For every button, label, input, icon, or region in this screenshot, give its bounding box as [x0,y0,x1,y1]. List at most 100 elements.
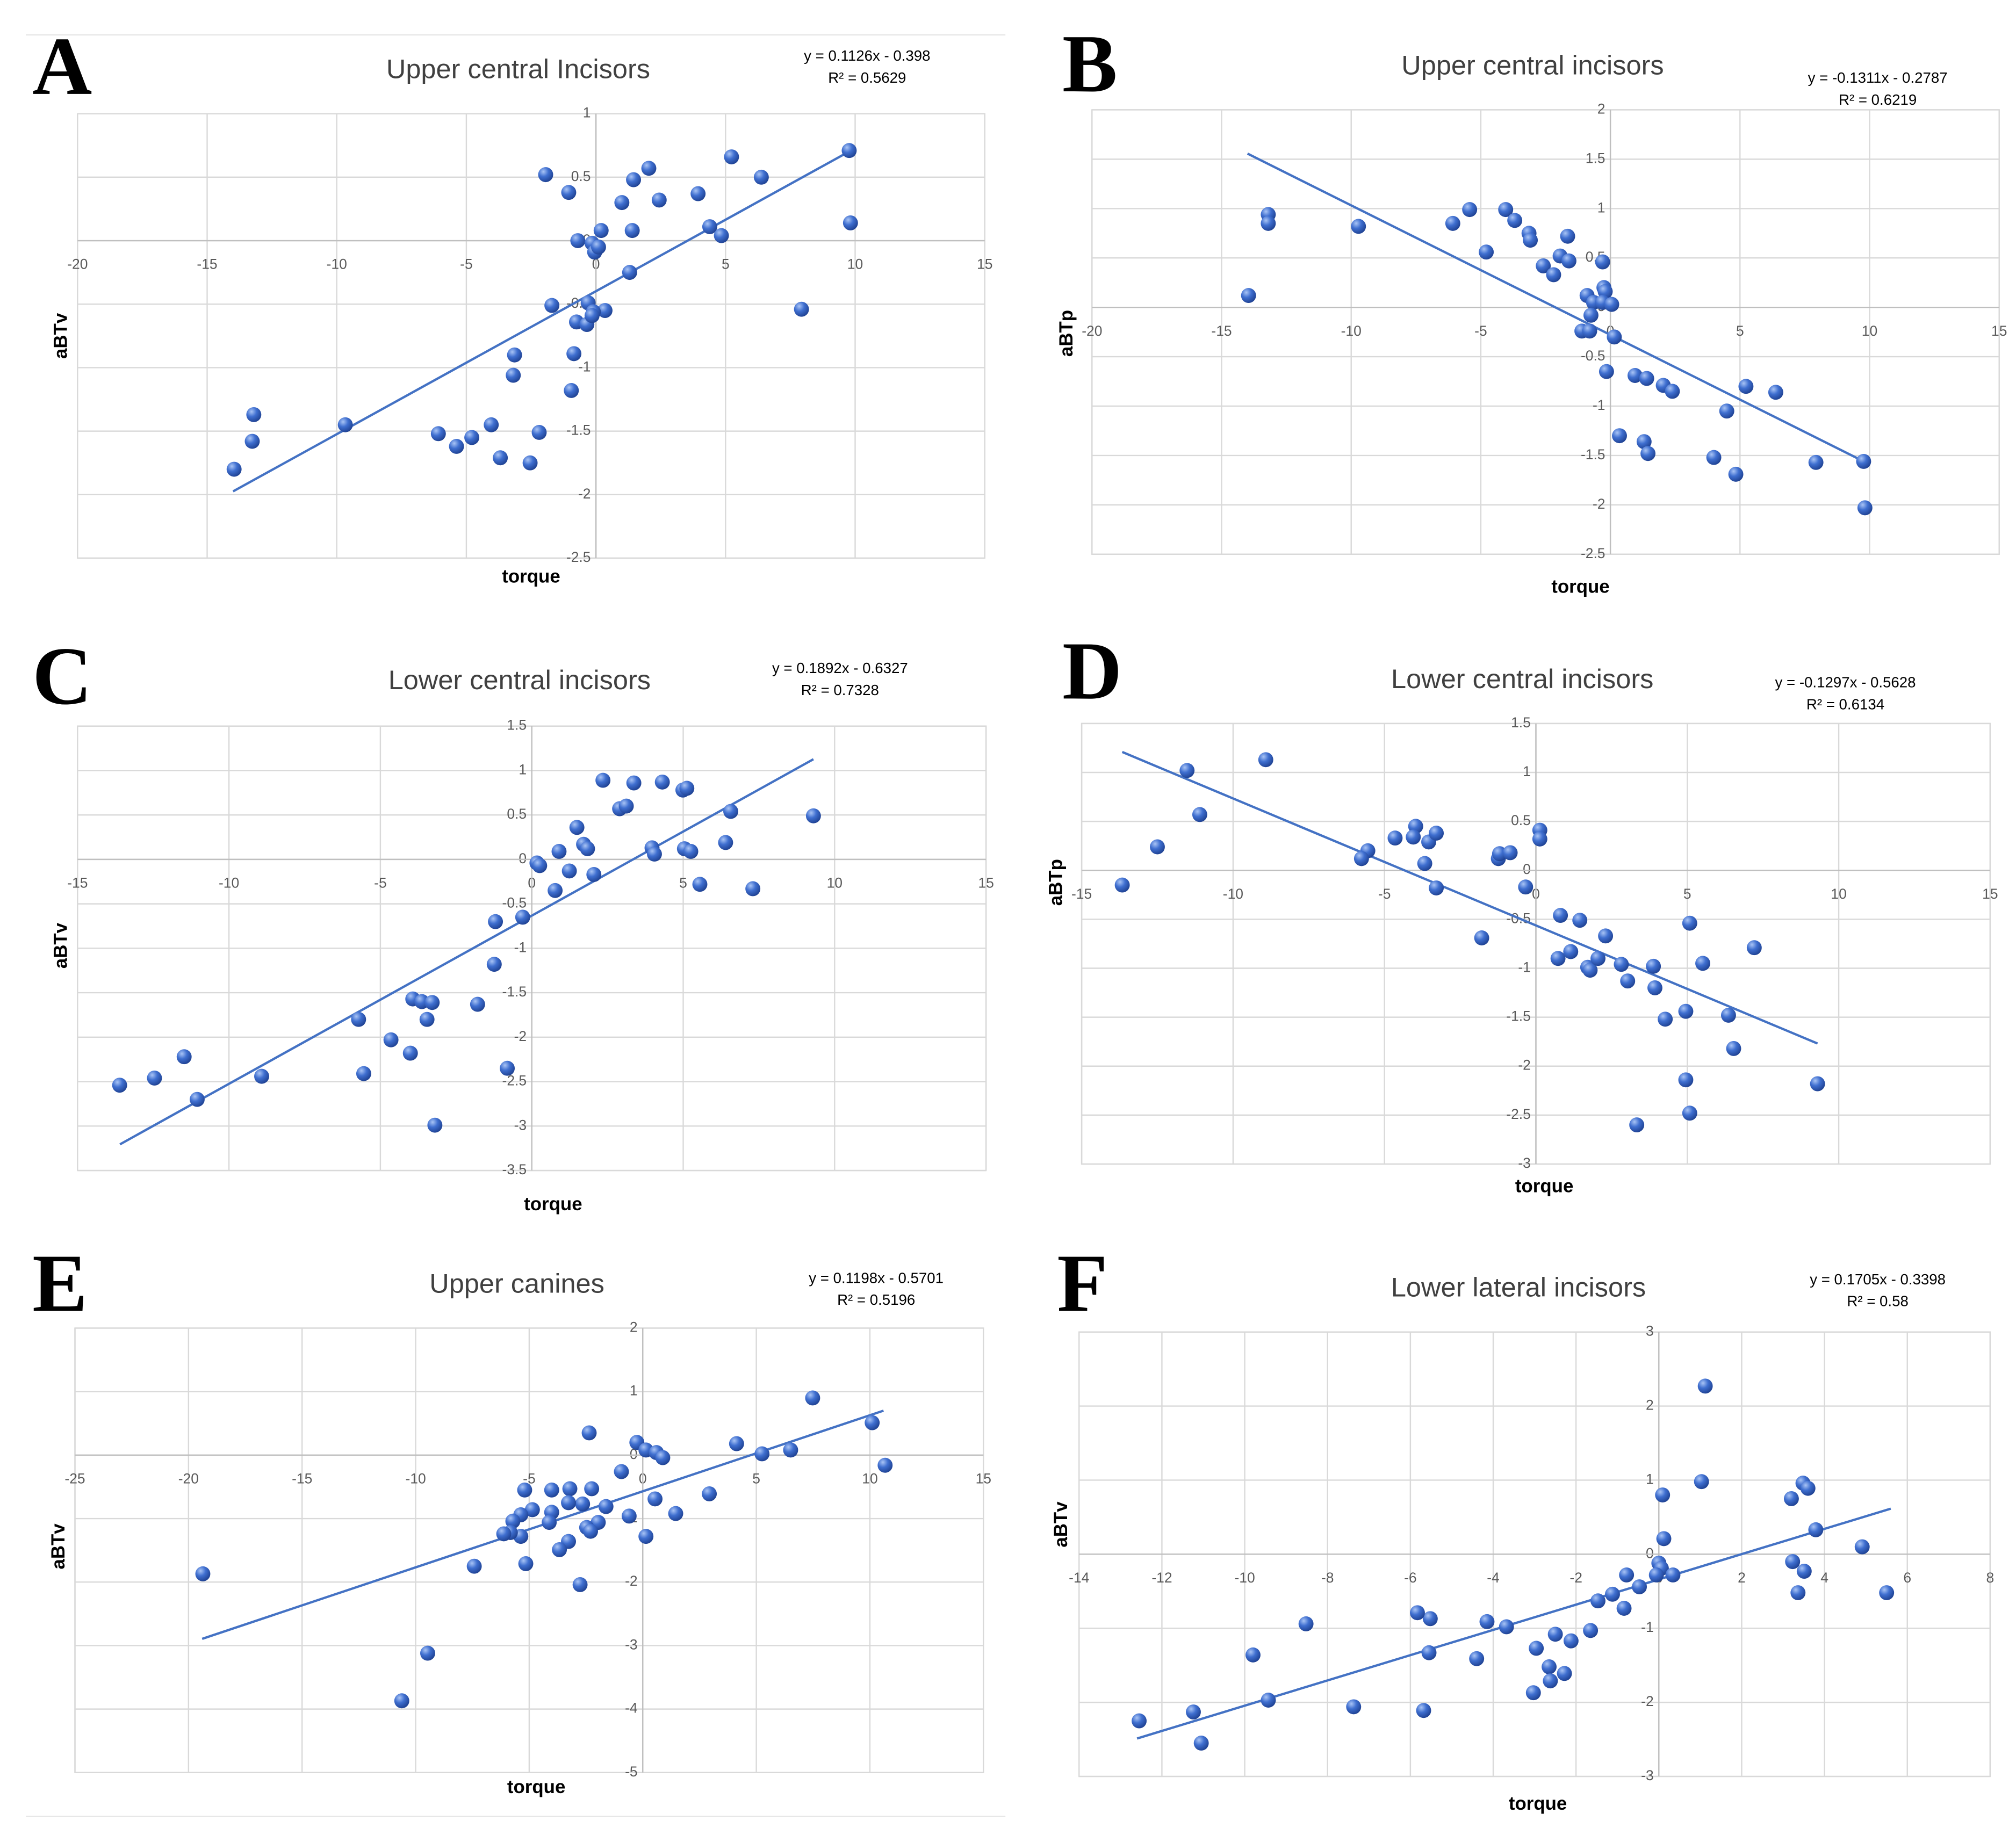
point [1553,908,1568,923]
point [1179,763,1195,778]
point [654,774,670,790]
point [1192,807,1207,822]
point [356,1066,371,1081]
point [254,1068,269,1084]
point [518,1556,534,1571]
x-tick-label: 15 [976,1471,991,1487]
point [427,1117,443,1133]
point [1590,1593,1605,1609]
point [524,1502,540,1518]
y-tick-label: -1.5 [566,422,591,438]
point [1507,213,1523,228]
point [176,1049,192,1065]
point [1417,856,1432,871]
y-tick-label: 2 [630,1319,638,1335]
y-tick-label: 1 [630,1383,638,1399]
point [1572,913,1588,928]
point [805,1390,820,1406]
point [1582,323,1597,339]
point [1387,830,1403,846]
point [1768,385,1783,400]
x-tick-label: -10 [327,256,347,272]
point [1629,1117,1645,1133]
point [1557,1666,1572,1681]
point [626,172,642,187]
x-tick-label: -10 [1234,1570,1255,1586]
trendline [232,147,856,493]
point [1410,1605,1425,1621]
point [1563,944,1579,959]
x-axis-label: torque [1551,576,1609,597]
x-tick-label: -8 [1321,1570,1334,1586]
equation: y = 0.1126x - 0.398 [804,47,930,64]
point [1550,951,1566,966]
y-tick-label: 0.5 [571,168,591,184]
point [1632,1579,1647,1594]
y-tick-label: -1.5 [1581,446,1605,463]
point [614,195,630,211]
point [1796,1564,1812,1579]
x-tick-label: -20 [1082,323,1102,339]
x-tick-label: 5 [1736,323,1744,339]
point [1604,297,1619,312]
y-tick-label: -1 [1641,1619,1654,1635]
r-squared: R² = 0.5629 [828,69,906,86]
point [1598,928,1614,944]
point [1502,845,1518,861]
x-tick-label: 5 [722,256,730,272]
point [1479,244,1494,260]
panel-letter: C [32,631,92,722]
point [1421,1645,1437,1660]
x-tick-label: -15 [197,256,217,272]
point [1582,963,1598,978]
point [532,858,548,873]
point [621,1508,637,1524]
point [394,1693,409,1709]
point [1694,1474,1709,1490]
y-axis-label: aBTv [51,313,71,359]
x-axis-label: torque [524,1194,582,1215]
x-tick-label: 5 [679,875,687,891]
x-tick-label: 15 [1991,323,2007,339]
point [500,1060,515,1076]
chart-panel: -15-10-5051015-3.5-3-2.5-2-1.5-1-0.500.5… [32,631,994,1215]
point [1258,752,1273,768]
point [1546,267,1561,283]
x-tick-label: -5 [1474,323,1487,339]
point [591,239,606,255]
x-tick-label: 10 [1862,323,1877,339]
point [189,1092,205,1107]
point [865,1415,880,1430]
x-tick-label: -15 [292,1471,312,1487]
point [551,844,567,859]
point [244,433,260,449]
x-tick-label: -10 [405,1471,426,1487]
x-tick-label: -6 [1404,1570,1417,1586]
point [647,1491,663,1507]
point [581,1425,597,1441]
r-squared: R² = 0.58 [1847,1293,1908,1310]
point [580,841,595,856]
point [226,461,242,477]
point [1241,288,1256,304]
point [1583,307,1599,323]
point [1738,379,1754,394]
x-tick-label: 5 [752,1471,760,1487]
y-tick-label: -2 [578,486,591,502]
point [718,835,733,850]
point [583,1523,598,1539]
point [383,1032,399,1047]
point [1563,1633,1579,1649]
point [1543,1673,1558,1689]
point [566,346,582,362]
point [1469,1651,1485,1666]
y-tick-label: -2 [1641,1693,1654,1709]
equation: y = -0.1297x - 0.5628 [1775,674,1916,691]
point [745,881,761,897]
point [561,185,577,200]
x-tick-label: -5 [523,1471,536,1487]
point [1655,1487,1671,1502]
point [195,1566,211,1581]
y-tick-label: 0.5 [507,806,527,822]
